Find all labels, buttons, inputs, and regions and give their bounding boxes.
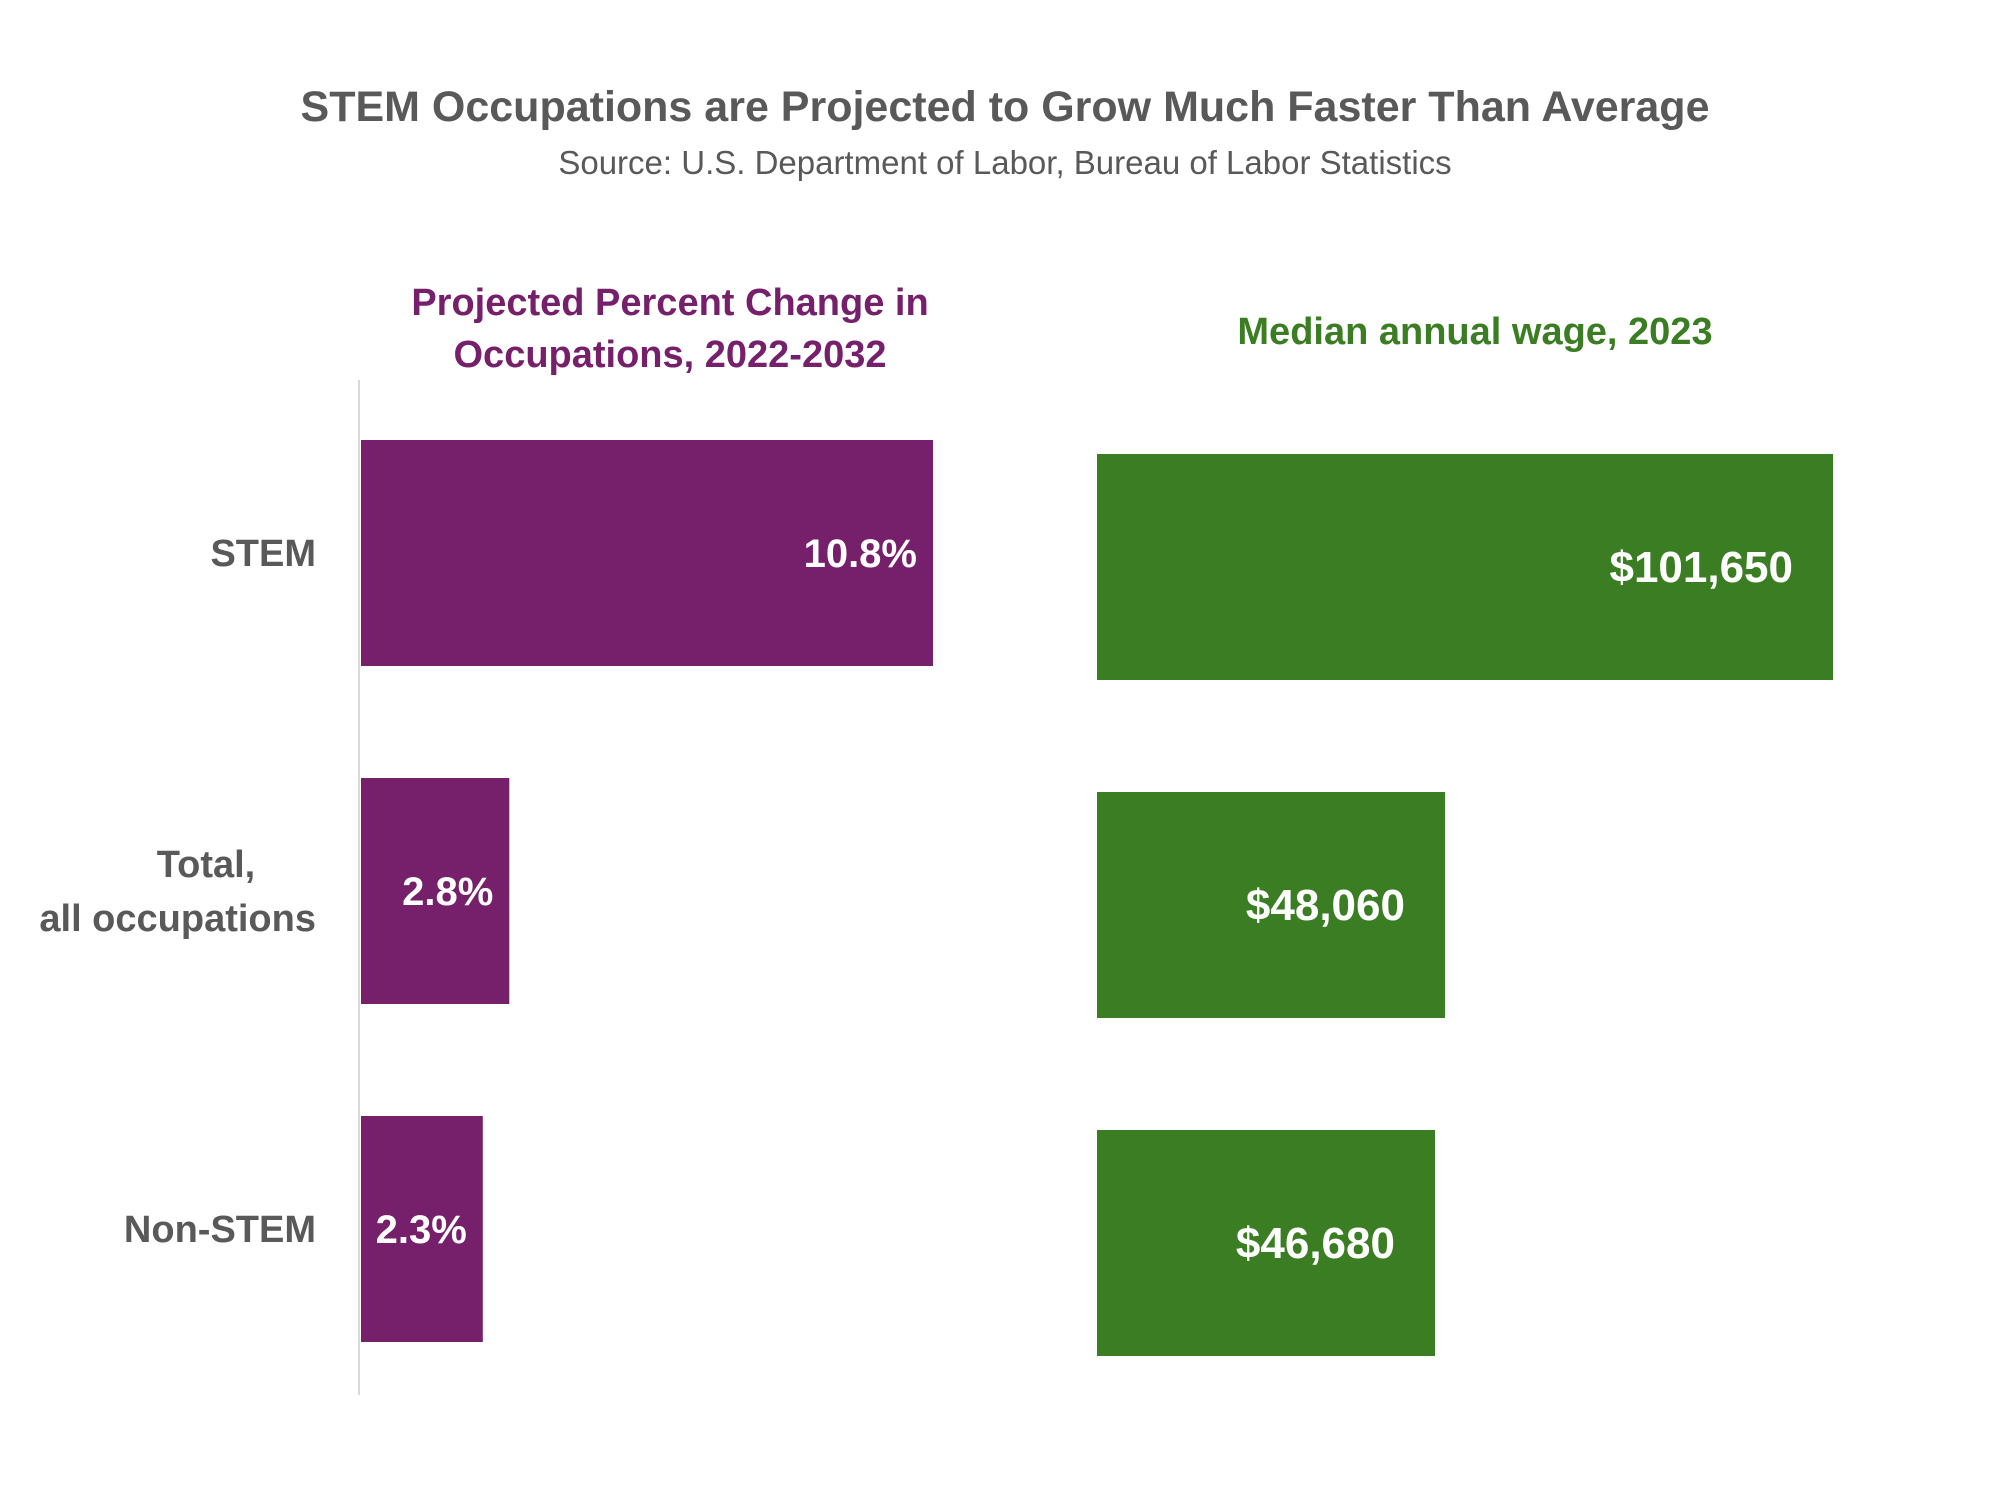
category-label: Total, all occupations: [39, 844, 316, 940]
category-label: Non-STEM: [124, 1209, 316, 1251]
wage-bar: [1097, 792, 1445, 1018]
panel-wage-chart: Median annual wage, 2023 $101,650 $48,060…: [1097, 311, 1833, 1356]
panel-growth-bars: 10.8% 2.8% 2.3%: [361, 440, 933, 1342]
panel-growth-title: Projected Percent Change in: [411, 282, 928, 324]
panel-growth-chart: Projected Percent Change in Occupations,…: [358, 282, 933, 1395]
chart-subtitle: Source: U.S. Department of Labor, Bureau…: [558, 144, 1451, 181]
panel-wage-title: Median annual wage, 2023: [1237, 311, 1712, 353]
growth-bar: [361, 440, 933, 666]
wage-bar-label: $101,650: [1609, 543, 1793, 592]
category-labels: STEM Total, all occupations Non-STEM: [39, 533, 316, 1251]
wage-bar: [1097, 454, 1833, 680]
chart-title: STEM Occupations are Projected to Grow M…: [301, 83, 1710, 131]
category-label-line: all occupations: [39, 898, 316, 940]
category-label: STEM: [210, 533, 316, 575]
growth-bar: [361, 1116, 483, 1342]
growth-bar-label: 2.8%: [402, 870, 493, 914]
panel-growth-title: Occupations, 2022-2032: [454, 334, 887, 376]
panel-wage-bars: $101,650 $48,060 $46,680: [1097, 454, 1833, 1356]
wage-bar-label: $48,060: [1246, 881, 1405, 930]
growth-bar: [361, 778, 510, 1004]
wage-bar-label: $46,680: [1236, 1219, 1395, 1268]
growth-bar-label: 10.8%: [804, 532, 917, 576]
category-label-line: Total,: [157, 844, 256, 886]
growth-bar-label: 2.3%: [376, 1208, 467, 1252]
wage-bar: [1097, 1130, 1435, 1356]
